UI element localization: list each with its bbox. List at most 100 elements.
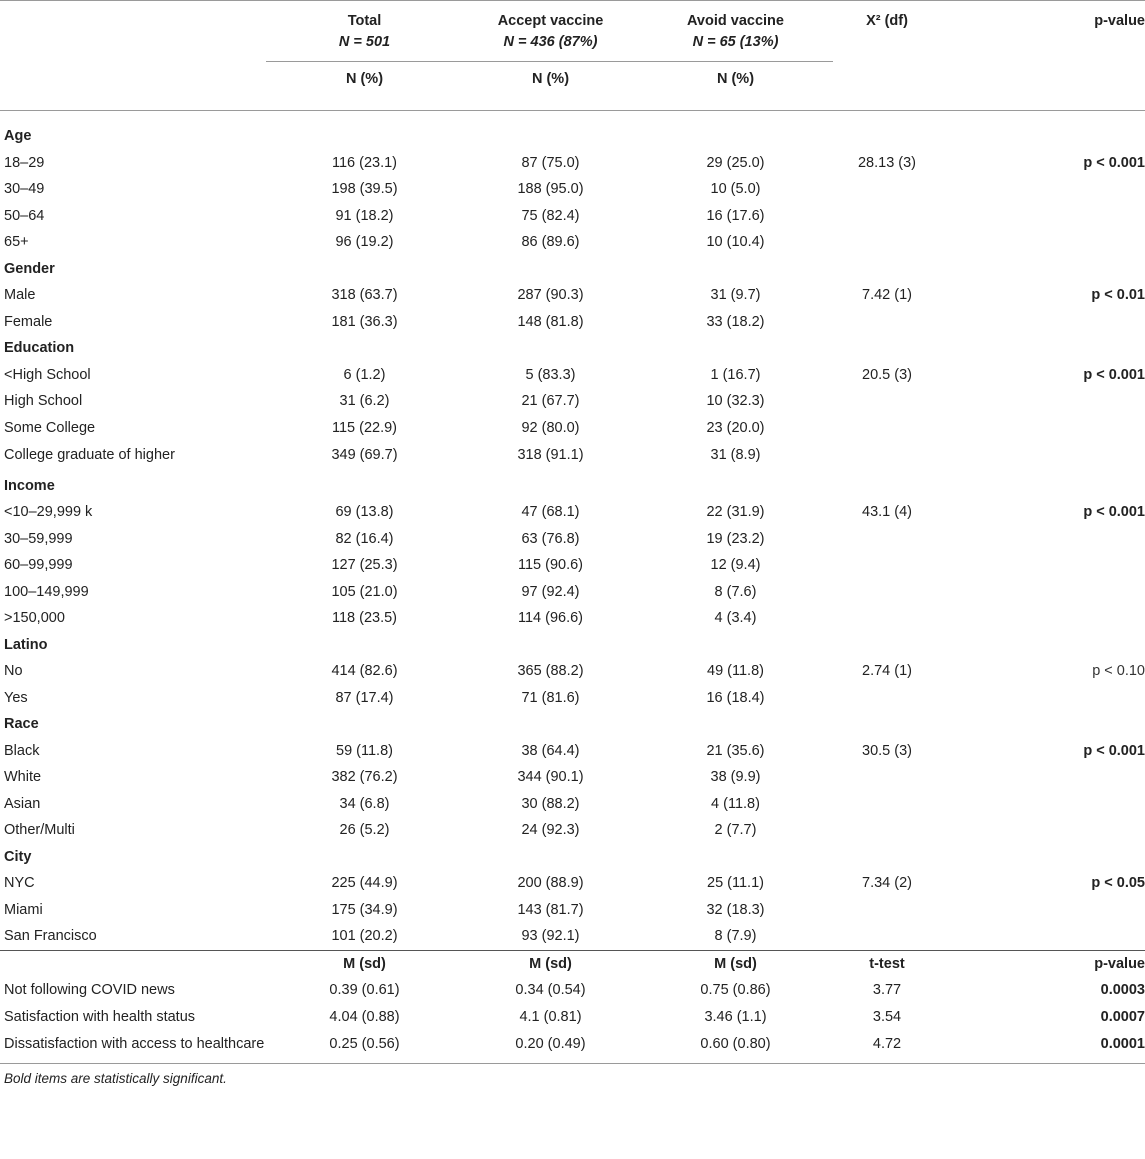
section-header: Income	[0, 473, 1145, 500]
means-cell-stat: 3.77	[872, 981, 902, 998]
table-row: 18–29 116 (23.1) 87 (75.0) 29 (25.0) 28.13 (…	[0, 150, 1145, 177]
section-empty-cell	[463, 256, 638, 283]
cell-avoid: 31 (8.9)	[710, 447, 761, 463]
means-cell-avoid: 3.46 (1.1)	[704, 1008, 767, 1025]
table-row: 30–49 198 (39.5) 188 (95.0) 10 (5.0)	[0, 176, 1145, 203]
cell-p: p < 0.10	[1092, 663, 1145, 679]
cell-p	[941, 923, 1145, 950]
section-empty-cell	[463, 632, 638, 659]
cell-p	[941, 552, 1145, 579]
cell-avoid: 21 (35.6)	[706, 742, 765, 759]
table-row: 30–59,999 82 (16.4) 63 (76.8) 19 (23.2)	[0, 526, 1145, 553]
cell-stat	[833, 685, 941, 712]
section-empty-cell	[941, 844, 1145, 871]
means-cell-accept: 0.34 (0.54)	[515, 981, 586, 998]
section-title: City	[4, 848, 32, 865]
cell-accept: 75 (82.4)	[521, 207, 580, 224]
cell-label: Miami	[4, 901, 43, 918]
cell-label: Some College	[4, 419, 96, 436]
means-header-accept: M (sd)	[463, 949, 638, 977]
table-row: Miami 175 (34.9) 143 (81.7) 32 (18.3)	[0, 897, 1145, 924]
cell-total: 127 (25.3)	[331, 557, 398, 573]
cell-total: 31 (6.2)	[339, 393, 390, 409]
cell-stat	[833, 229, 941, 256]
cell-total: 6 (1.2)	[343, 366, 386, 383]
means-cell-avoid: 0.75 (0.86)	[700, 981, 771, 998]
means-header-avoid: M (sd)	[638, 949, 833, 977]
means-cell-stat: 3.54	[872, 1008, 902, 1025]
cell-label: 30–59,999	[4, 530, 73, 547]
means-cell-stat: 4.72	[833, 1030, 941, 1064]
means-row: Not following COVID news 0.39 (0.61) 0.34 …	[0, 977, 1145, 1004]
cell-label: Yes	[4, 689, 28, 706]
section-empty-cell	[833, 335, 941, 362]
cell-p	[941, 817, 1145, 844]
cell-label: 65+	[4, 234, 29, 250]
header-chi-square-label: X² (df)	[866, 13, 908, 29]
cell-avoid: 4 (11.8)	[711, 795, 760, 812]
section-empty-cell	[266, 335, 463, 362]
header-avoid: Avoid vaccine N = 65 (13%)	[638, 1, 833, 62]
section-empty-cell	[266, 844, 463, 871]
means-cell-avoid: 0.60 (0.80)	[638, 1030, 833, 1064]
cell-p: p < 0.001	[1083, 742, 1145, 759]
cell-p	[941, 229, 1145, 256]
cell-label: No	[4, 663, 23, 679]
cell-avoid: 1 (16.7)	[710, 366, 761, 383]
cell-total: 26 (5.2)	[339, 822, 390, 838]
cell-avoid: 33 (18.2)	[706, 313, 765, 330]
section-empty-cell	[638, 111, 833, 150]
section-empty-cell	[638, 844, 833, 871]
cell-avoid: 10 (32.3)	[706, 393, 765, 409]
cell-label: 18–29	[4, 154, 45, 171]
cell-total: 34 (6.8)	[339, 795, 390, 812]
cell-accept: 21 (67.7)	[521, 393, 580, 409]
cell-total: 181 (36.3)	[331, 313, 398, 330]
cell-avoid: 16 (18.4)	[706, 689, 765, 706]
table-row: College graduate of higher 349 (69.7) 318 …	[0, 441, 1145, 473]
section-empty-cell	[833, 256, 941, 283]
means-cell-p: 0.0007	[1100, 1008, 1145, 1025]
unit-avoid: N (%)	[638, 61, 833, 111]
table-row: Black 59 (11.8) 38 (64.4) 21 (35.6) 30.5 (3)…	[0, 738, 1145, 765]
cell-accept: 92 (80.0)	[521, 419, 580, 436]
means-header-label	[0, 949, 266, 977]
table-row: Asian 34 (6.8) 30 (88.2) 4 (11.8)	[0, 791, 1145, 818]
section-empty-cell	[266, 256, 463, 283]
cell-label: Asian	[4, 795, 41, 812]
table-row: NYC 225 (44.9) 200 (88.9) 25 (11.1) 7.34 (2)…	[0, 870, 1145, 897]
cell-p	[941, 605, 1145, 632]
cell-accept: 200 (88.9)	[517, 875, 584, 891]
cell-label: NYC	[4, 875, 35, 891]
section-empty-cell	[833, 844, 941, 871]
table-row: <10–29,999 k 69 (13.8) 47 (68.1) 22 (31.9) 4…	[0, 499, 1145, 526]
section-header: Gender	[0, 256, 1145, 283]
cell-stat	[833, 579, 941, 606]
cell-accept: 318 (91.1)	[517, 447, 584, 463]
cell-stat	[833, 203, 941, 230]
cell-total: 118 (23.5)	[331, 610, 398, 626]
table-row: San Francisco 101 (20.2) 93 (92.1) 8 (7.9)	[0, 923, 1145, 950]
cell-avoid: 49 (11.8)	[707, 663, 764, 679]
section-empty-cell	[941, 111, 1145, 150]
cell-label: Male	[4, 287, 36, 303]
cell-accept: 93 (92.1)	[521, 928, 580, 944]
cell-accept: 87 (75.0)	[521, 154, 580, 171]
means-cell-accept: 4.1 (0.81)	[519, 1008, 582, 1025]
cell-total: 318 (63.7)	[331, 287, 398, 303]
cell-avoid: 25 (11.1)	[707, 875, 764, 891]
table-row: <High School 6 (1.2) 5 (83.3) 1 (16.7) 20.5 …	[0, 362, 1145, 389]
cell-accept: 115 (90.6)	[517, 557, 584, 573]
section-empty-cell	[638, 473, 833, 500]
cell-p	[941, 441, 1145, 473]
cell-avoid: 10 (10.4)	[706, 234, 765, 250]
section-empty-cell	[266, 711, 463, 738]
cell-total: 414 (82.6)	[331, 663, 398, 679]
section-empty-cell	[941, 473, 1145, 500]
unit-accept: N (%)	[463, 61, 638, 111]
cell-avoid: 19 (23.2)	[706, 530, 765, 547]
header-total-label: Total	[347, 13, 382, 29]
cell-accept: 38 (64.4)	[521, 742, 580, 759]
cell-total: 96 (19.2)	[335, 234, 394, 250]
cell-stat	[833, 441, 941, 473]
